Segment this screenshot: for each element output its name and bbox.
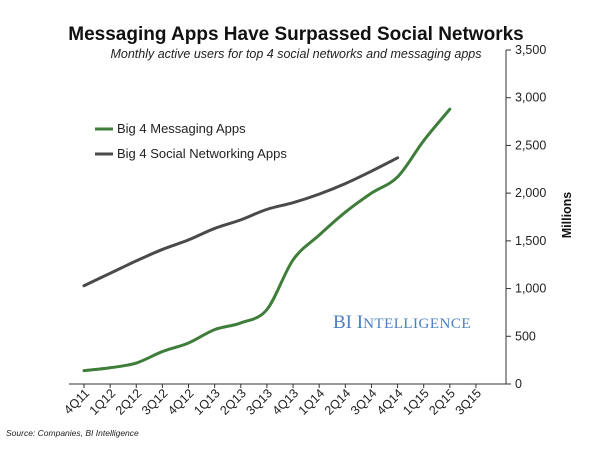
y-ticks: 0 500 1,000 1,500 2,000 2,500 3,000 3,500 <box>506 43 546 391</box>
x-tick-label: 4Q12 <box>165 386 197 418</box>
x-tick-label: 1Q12 <box>87 386 119 418</box>
legend-label-social: Big 4 Social Networking Apps <box>117 146 287 161</box>
x-tick-label: 2Q13 <box>217 386 249 418</box>
x-tick-label: 2Q12 <box>113 386 145 418</box>
y-tick-label: 0 <box>515 377 522 391</box>
y-tick-label: 1,500 <box>515 234 546 248</box>
x-tick-label: 1Q14 <box>296 386 328 418</box>
x-tick-label: 3Q14 <box>348 386 380 418</box>
chart-title: Messaging Apps Have Surpassed Social Net… <box>68 24 523 45</box>
x-tick-label: 3Q12 <box>139 386 171 418</box>
x-tick-label: 4Q14 <box>374 386 406 418</box>
y-tick-label: 2,500 <box>515 138 546 152</box>
x-tick-label: 2Q15 <box>426 386 458 418</box>
series-line-social <box>82 156 400 288</box>
y-tick-label: 3,000 <box>515 91 546 105</box>
y-axis-label: Millions <box>560 192 574 239</box>
legend-label-messaging: Big 4 Messaging Apps <box>117 121 246 136</box>
y-tick-label: 500 <box>515 329 536 343</box>
x-tick-label: 3Q13 <box>243 386 275 418</box>
x-tick-label: 2Q14 <box>322 386 354 418</box>
x-tick-label: 1Q15 <box>400 386 432 418</box>
chart-subtitle: Monthly active users for top 4 social ne… <box>110 47 481 61</box>
bi-intelligence-watermark: BI INTELLIGENCE <box>333 312 471 333</box>
y-tick-label: 3,500 <box>515 43 546 57</box>
legend: Big 4 Messaging Apps Big 4 Social Networ… <box>95 121 287 161</box>
y-tick-label: 2,000 <box>515 186 546 200</box>
source-note: Source: Companies, BI Intelligence <box>6 428 139 438</box>
x-tick-label: 1Q13 <box>191 386 223 418</box>
series-group <box>82 107 452 373</box>
y-tick-label: 1,000 <box>515 282 546 296</box>
x-tick-label: 4Q11 <box>61 386 92 417</box>
x-tick-label: 4Q13 <box>270 386 302 418</box>
x-tick-label: 3Q15 <box>453 386 485 418</box>
series-line-messaging <box>82 107 452 373</box>
x-ticks: 4Q111Q122Q123Q124Q121Q132Q133Q134Q131Q14… <box>61 384 484 418</box>
